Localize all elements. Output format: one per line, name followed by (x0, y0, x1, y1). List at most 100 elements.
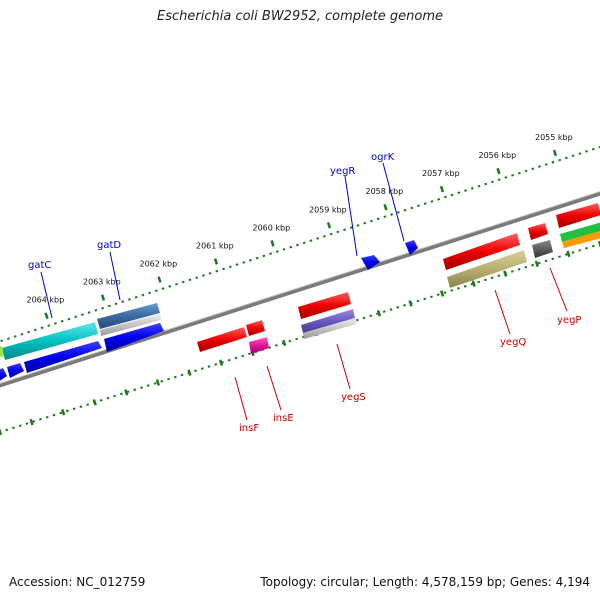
ruler-dot (450, 193, 454, 197)
ruler-dot (222, 267, 226, 271)
ruler-dot (99, 398, 103, 402)
gene-feature-yegS-gray[interactable] (303, 318, 356, 339)
gene-label-ogrK[interactable]: ogrK (371, 152, 395, 163)
gene-feature-fwd-blue-2[interactable] (104, 323, 164, 352)
major-tick (44, 312, 49, 319)
gene-label-insF[interactable]: insF (239, 423, 259, 434)
gene-feature-rev-red-3[interactable] (528, 223, 548, 240)
gene-feature-insE[interactable] (249, 337, 269, 354)
reverse-strand-features (197, 223, 553, 354)
ruler-dot (107, 304, 111, 308)
ruler-dot (585, 150, 589, 153)
gene-feature-gatD[interactable] (97, 303, 160, 329)
tick-label: 2058 kbp (366, 187, 404, 196)
ruler-dot (349, 226, 353, 229)
ruler-dot (544, 259, 548, 263)
ruler-dot (524, 265, 528, 269)
gene-feature-ogrK[interactable] (405, 240, 418, 255)
ruler-dot (181, 280, 185, 284)
tick-label: 2055 kbp (535, 133, 573, 142)
major-tick (282, 339, 287, 347)
ruler-dot (538, 165, 541, 168)
major-tick (552, 149, 558, 157)
ruler-dot (531, 167, 535, 171)
gene-feature-rev-red-2[interactable] (443, 233, 520, 270)
gene-feature-fwd-blue-4[interactable] (0, 368, 7, 382)
label-leaders (40, 162, 568, 421)
gene-label-gatC[interactable]: gatC (28, 260, 51, 271)
ruler-dot (248, 258, 252, 262)
ruler-dot (524, 169, 528, 173)
ruler-dot (40, 326, 44, 330)
gene-feature-yegS-red[interactable] (298, 292, 351, 319)
ruler-dot (329, 232, 333, 236)
gene-feature-insF[interactable] (197, 327, 247, 352)
ruler-dot (13, 335, 17, 338)
ruler-dot (355, 318, 359, 322)
gene-feature-fwd-green[interactable] (0, 346, 4, 358)
gene-feature-gatC[interactable] (2, 322, 98, 360)
gene-feature-yegR[interactable] (361, 255, 380, 270)
gene-label-gatD[interactable]: gatD (97, 240, 121, 251)
genome-summary: Topology: circular; Length: 4,578,159 bp… (260, 575, 590, 589)
ruler-dot (443, 291, 447, 294)
ruler-dot (33, 328, 37, 332)
ruler-dot (65, 409, 69, 413)
ruler-dot (18, 424, 22, 427)
tick-label: 2064 kbp (27, 296, 65, 305)
ruler-dot (558, 255, 561, 258)
ruler-dot (558, 158, 562, 162)
ruler-dot (464, 189, 468, 192)
ruler-dot (531, 263, 535, 267)
ruler-dot (376, 217, 380, 221)
ruler-dot (241, 354, 245, 358)
major-tick (270, 240, 275, 247)
gene-feature-fwd-blue-3[interactable] (7, 363, 24, 378)
ruler-dot (242, 261, 246, 264)
gene-label-yegP[interactable]: yegP (557, 315, 581, 326)
gene-label-yegQ[interactable]: yegQ (500, 337, 526, 348)
ruler-dot (510, 270, 514, 273)
tick-labels: 2055 kbp 2056 kbp 2057 kbp 2058 kbp 2059 kbp… (27, 133, 573, 305)
ruler-dot (167, 377, 170, 381)
ruler-dot (101, 306, 105, 310)
major-tick (326, 222, 332, 229)
gene-feature-yegS[interactable] (301, 309, 355, 333)
ruler-dot (443, 195, 447, 199)
ruler-dot (86, 403, 90, 406)
gene-label-yegS[interactable]: yegS (341, 392, 366, 403)
gene-feature-insF-2[interactable] (246, 320, 265, 336)
gene-label-insE[interactable]: insE (273, 413, 294, 424)
forward-strand-features (0, 203, 600, 382)
ruler-dot (133, 388, 137, 392)
ruler-dot (0, 339, 4, 343)
gene-feature-fwd-red-1[interactable] (556, 203, 600, 228)
gene-feature-fwd-blue-1[interactable] (24, 341, 102, 373)
ruler-dot (114, 302, 118, 306)
ruler-dot (369, 314, 373, 318)
major-tick (534, 260, 539, 268)
ruler-dot (175, 282, 178, 286)
gene-feature-fwd-orange[interactable] (562, 230, 600, 248)
ruler-dot (282, 248, 286, 251)
ruler-dot (564, 253, 568, 256)
gene-feature-yegP[interactable] (532, 240, 553, 258)
major-tick (439, 185, 445, 193)
gene-label-yegR[interactable]: yegR (330, 166, 355, 177)
ruler-dot (390, 213, 394, 216)
ruler-dot (208, 271, 212, 275)
ruler-dot (517, 268, 521, 271)
ruler-dot (228, 265, 232, 269)
ruler-dot (32, 420, 36, 423)
genome-title: Escherichia coli BW2952, complete genome (157, 9, 443, 24)
ruler-dot (382, 310, 386, 313)
ruler-dot (490, 180, 494, 184)
ruler-dot (235, 263, 239, 266)
ruler-dot (497, 178, 501, 181)
gene-feature-fwd-green-2[interactable] (560, 222, 600, 242)
tick-label: 2061 kbp (196, 241, 234, 250)
gene-feature-yegQ[interactable] (447, 250, 527, 288)
ruler-dot (490, 276, 494, 280)
ruler-dot (140, 386, 144, 389)
gene-feature-gatD-lower[interactable] (100, 314, 161, 336)
